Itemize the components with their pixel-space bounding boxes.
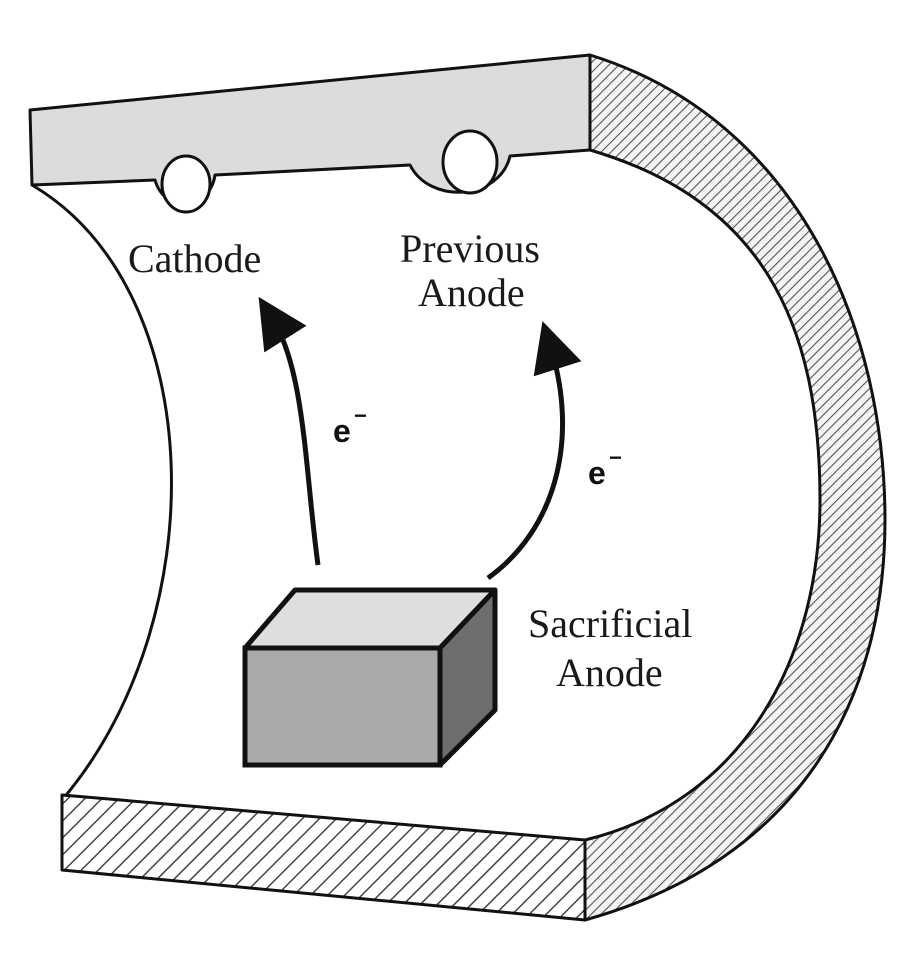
sacrificial-anode-label-line1: Sacrificial: [528, 601, 692, 646]
bottom-flange: [60, 793, 587, 922]
previous-anode-circle: [441, 129, 499, 195]
sacrificial-anode-label-line2: Anode: [556, 650, 663, 695]
electron-label-left: e −: [333, 403, 367, 449]
electron-arrow-to-cathode: [258, 296, 321, 566]
previous-anode-label-line2: Anode: [418, 270, 525, 315]
electron-charge-left: −: [354, 403, 367, 428]
pipe-wall-cross-section: [583, 53, 887, 922]
electron-symbol-right: e: [588, 455, 606, 491]
previous-anode-label-line1: Previous: [400, 226, 540, 271]
pipe-inner-left-edge: [31, 183, 173, 801]
electron-arrow-to-previous-anode: [486, 321, 582, 581]
electron-charge-right: −: [609, 445, 622, 470]
electron-label-right: e −: [588, 445, 622, 491]
cathode-label: Cathode: [128, 236, 261, 281]
block-front-face: [242, 645, 443, 768]
cathode-circle: [160, 154, 212, 214]
electron-symbol-left: e: [333, 413, 351, 449]
sacrificial-anode-block: [242, 587, 498, 768]
